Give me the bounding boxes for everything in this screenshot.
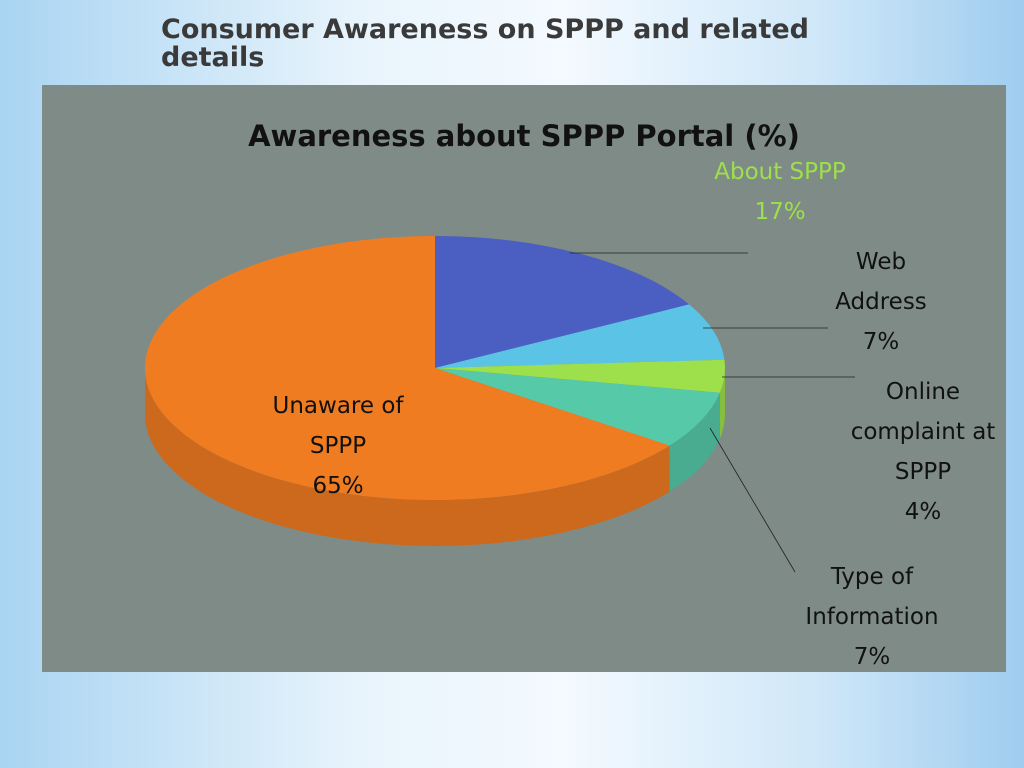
category-label: Online complaint at SPPP — [850, 379, 996, 485]
pie-slice-side — [719, 368, 725, 439]
value-label: 7% — [862, 329, 900, 355]
value-label: 4% — [904, 499, 942, 525]
pie-slice — [435, 368, 720, 446]
value-label: 7% — [853, 644, 891, 670]
pie-slice — [144, 236, 670, 501]
chart-title: Awareness about SPPP Portal (%) — [248, 119, 800, 153]
pie-slice — [435, 304, 725, 368]
data-label: Web Address 7% — [821, 242, 941, 362]
leader-line — [709, 427, 796, 573]
pie-slice-side — [669, 392, 720, 492]
slide-title: Consumer Awareness on SPPP and related d… — [161, 14, 809, 73]
pie-slice — [435, 236, 690, 368]
pie-slice-side — [145, 368, 670, 546]
data-label: Unaware of SPPP 65% — [251, 386, 426, 506]
category-label: Unaware of SPPP — [272, 393, 404, 459]
category-label: Type of Information — [805, 564, 939, 630]
data-label: About SPPP 17% — [680, 152, 880, 232]
data-label: Type of Information 7% — [785, 557, 960, 677]
pie-slice — [435, 359, 725, 393]
category-label: About SPPP — [714, 159, 846, 185]
value-label: 17% — [754, 199, 806, 225]
data-label: Online complaint at SPPP 4% — [836, 372, 1011, 532]
value-label: 65% — [312, 473, 364, 499]
category-label: Web Address — [835, 249, 927, 315]
